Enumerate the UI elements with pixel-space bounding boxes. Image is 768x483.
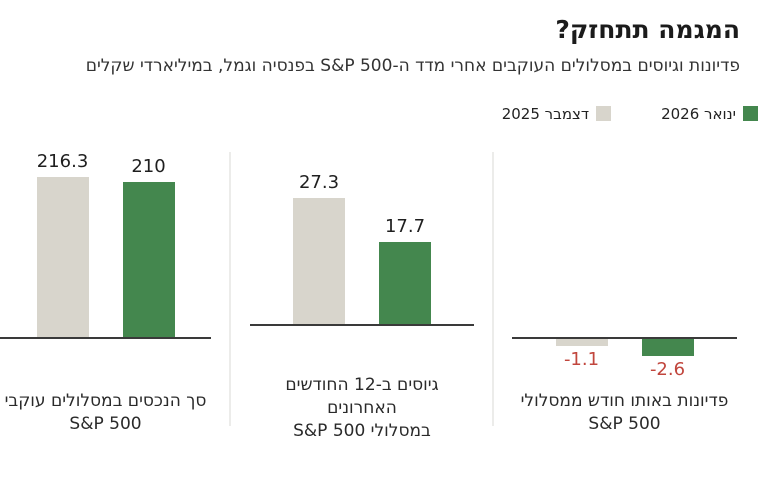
bar-jan-2026 xyxy=(641,338,694,356)
chart-subtitle: פדיונות וגיוסים במסלולים העוקבים אחרי מד… xyxy=(85,56,740,77)
bar-chart-panels: 216.3 210 סך הנכסים במסלולים עוקבי S&P 50… xyxy=(0,143,768,443)
panel-redemptions-month: -1.1 -2.6 פדיונות באותו חודש ממסלולי S&P … xyxy=(494,143,768,443)
caption-line: פדיונות באותו חודש ממסלולי xyxy=(520,390,729,411)
bar-value-label: -2.6 xyxy=(649,358,686,380)
bar-group-jan-2026: -2.6 xyxy=(641,338,694,380)
bar-group-jan-2026: 210 xyxy=(122,155,175,337)
legend-label: דצמבר 2025 xyxy=(501,104,590,123)
bar-group-dec-2025: 27.3 xyxy=(293,172,345,325)
legend-item-dec-2025: דצמבר 2025 xyxy=(501,104,612,123)
caption-line: S&P 500 xyxy=(588,413,661,434)
panel-redemptions-month-caption: פדיונות באותו חודש ממסלולי S&P 500 xyxy=(512,390,737,436)
panel-total-assets: 216.3 210 סך הנכסים במסלולים עוקבי S&P 50… xyxy=(0,143,229,443)
negative-bars-area: -1.1 -2.6 xyxy=(512,338,737,387)
caption-line: סך הנכסים במסלולים עוקבי xyxy=(4,390,207,411)
panel-raisings-12m-axis: 27.3 17.7 xyxy=(250,143,474,327)
bar-group-dec-2025: -1.1 xyxy=(555,338,608,370)
panel-total-assets-caption: סך הנכסים במסלולים עוקבי S&P 500 xyxy=(0,390,211,436)
panel-redemptions-month-axis xyxy=(512,143,737,339)
bar-dec-2025 xyxy=(36,176,89,337)
bar-jan-2026 xyxy=(379,242,431,325)
caption-line: במסלולי S&P 500 xyxy=(293,420,431,441)
bar-value-label: -1.1 xyxy=(563,348,600,370)
chart-header: המגמה תתחזק? פדיונות וגיוסים במסלולים הע… xyxy=(0,0,768,79)
panel-total-assets-axis: 216.3 210 xyxy=(0,143,211,339)
panel-divider xyxy=(492,151,494,426)
bar-dec-2025 xyxy=(555,338,608,346)
legend: ינואר 2026 דצמבר 2025 xyxy=(0,105,768,123)
legend-swatch-jan-2026-icon xyxy=(743,106,758,122)
bar-group-dec-2025: 216.3 xyxy=(36,150,89,337)
bar-jan-2026 xyxy=(122,181,175,337)
panel-raisings-12m-caption: גיוסים ב-12 החודשים האחרונים במסלולי S&P… xyxy=(250,374,474,443)
panel-total-assets-below-axis xyxy=(0,339,211,387)
panel-redemptions-month-below-axis: -1.1 -2.6 xyxy=(512,338,737,387)
bar-group-jan-2026: 17.7 xyxy=(379,216,431,325)
caption-line: S&P 500 xyxy=(69,413,142,434)
legend-item-jan-2026: ינואר 2026 xyxy=(661,105,758,123)
legend-label: ינואר 2026 xyxy=(661,104,736,123)
bar-value-label: 27.3 xyxy=(298,172,340,194)
legend-swatch-dec-2025-icon xyxy=(596,106,612,122)
panel-raisings-12m: 27.3 17.7 גיוסים ב-12 החודשים האחרונים במ… xyxy=(231,143,492,443)
chart-title: המגמה תתחזק? xyxy=(555,15,740,44)
caption-line: גיוסים ב-12 החודשים האחרונים xyxy=(285,374,439,418)
panel-raisings-12m-below-axis xyxy=(250,326,474,371)
panel-divider xyxy=(229,151,231,426)
bar-value-label: 210 xyxy=(131,155,166,177)
bar-value-label: 17.7 xyxy=(384,216,426,238)
bar-value-label: 216.3 xyxy=(36,150,89,172)
bar-dec-2025 xyxy=(293,198,345,325)
